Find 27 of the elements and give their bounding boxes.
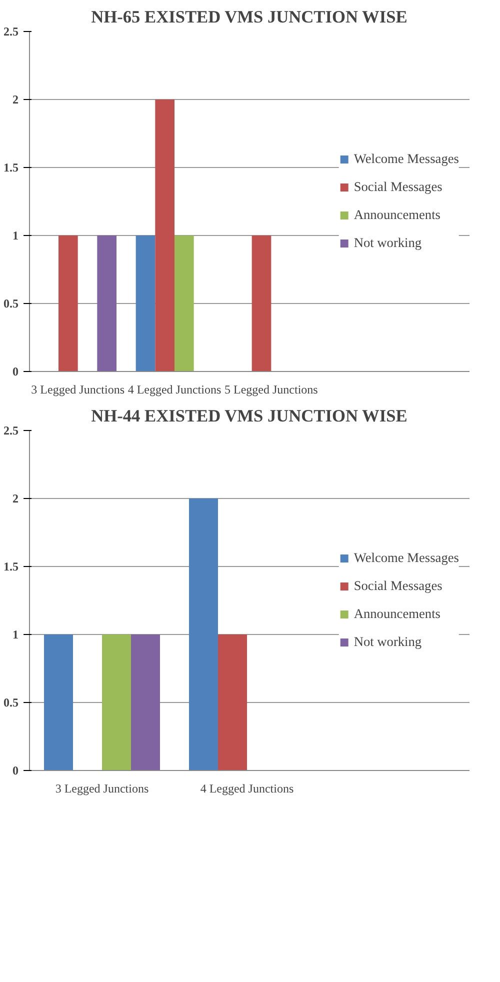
y-tick-label: 2 [12,92,18,106]
legend-label: Announcements [354,207,440,223]
legend-label: Social Messages [354,578,442,594]
y-tick-label: 0 [12,764,18,778]
x-tick-label: 5 Legged Junctions [224,382,318,396]
legend-label: Social Messages [354,179,442,195]
y-tick-label: 2 [12,492,18,506]
chart-title: NH-44 EXISTED VMS JUNCTION WISE [91,406,408,426]
x-tick-label: 3 Legged Junctions [31,382,125,396]
x-tick-label: 3 Legged Junctions [55,782,149,796]
y-tick-label: 2.5 [4,424,18,438]
legend-label: Welcome Messages [354,550,459,566]
legend-label: Not working [354,634,422,650]
y-tick-label: 1.5 [4,560,18,574]
y-tick-label: 0.5 [4,696,18,710]
y-tick-label: 0.5 [4,296,18,310]
x-tick-label: 4 Legged Junctions [200,782,294,796]
y-tick-label: 1.5 [4,160,18,174]
y-tick-label: 1 [12,228,18,242]
legend-label: Not working [354,235,422,251]
legend-label: Welcome Messages [354,151,459,167]
x-tick-label: 4 Legged Junctions [128,382,222,396]
y-tick-label: 0 [12,364,18,378]
chart-title: NH-65 EXISTED VMS JUNCTION WISE [91,8,408,26]
y-tick-label: 1 [12,628,18,642]
y-tick-label: 2.5 [4,24,18,38]
legend-label: Announcements [354,606,440,622]
